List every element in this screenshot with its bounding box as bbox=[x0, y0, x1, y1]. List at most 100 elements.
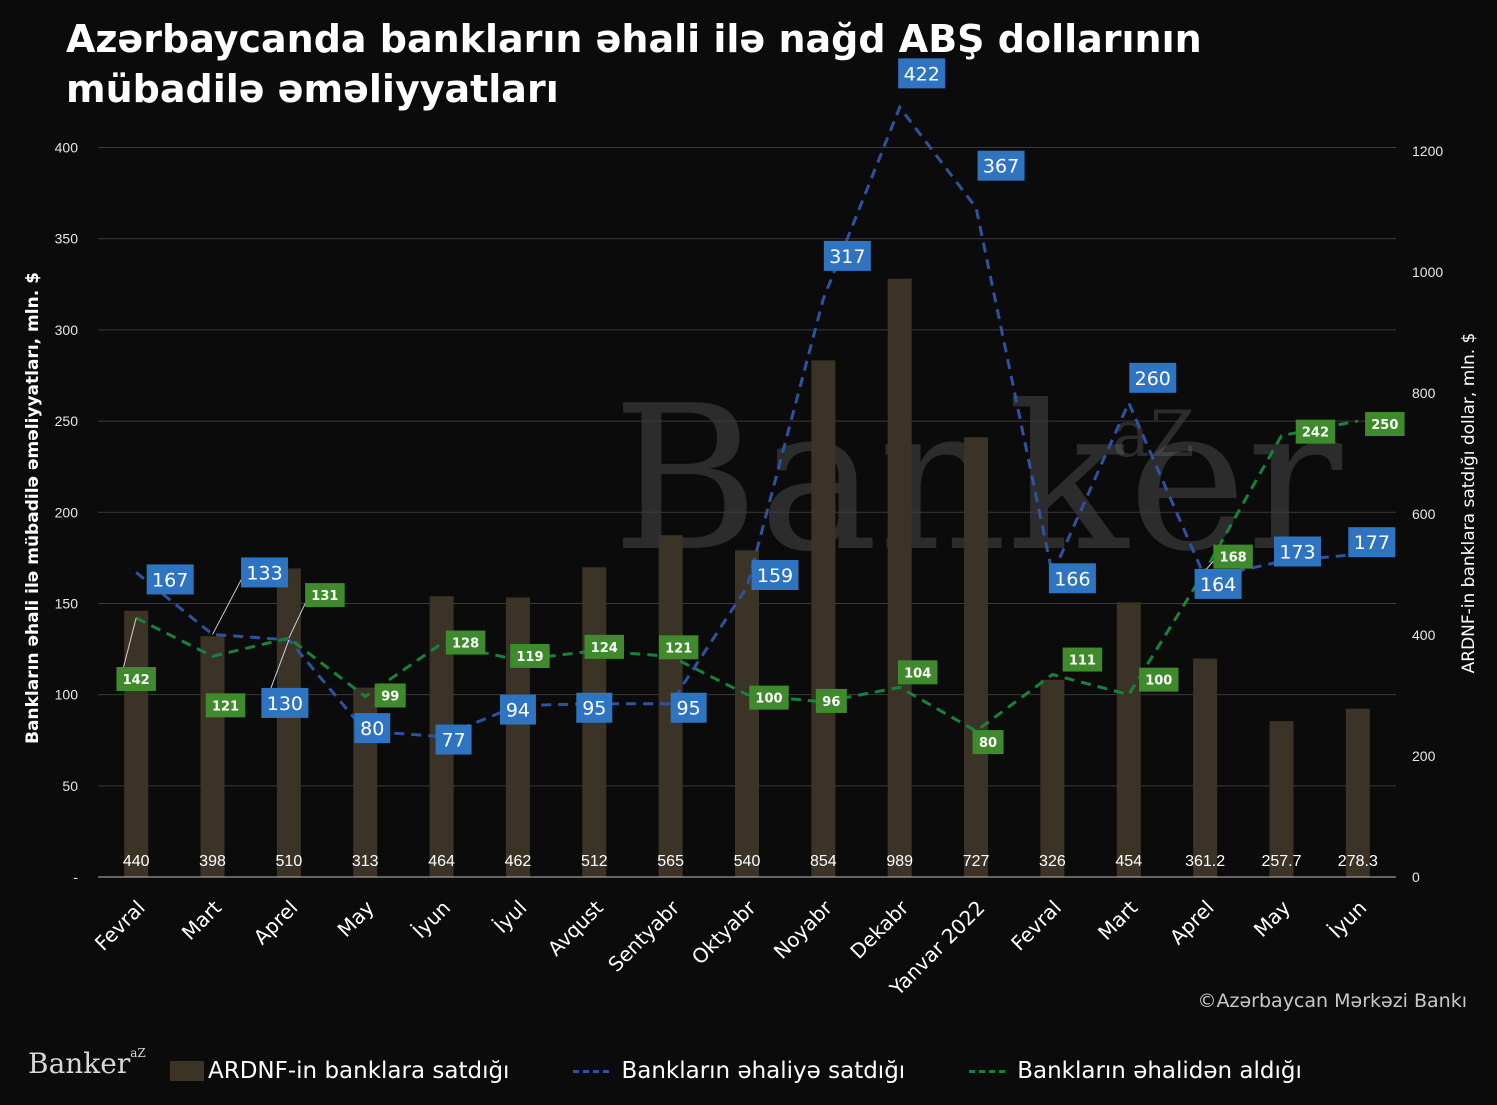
bar-label: 440 bbox=[123, 853, 150, 870]
legend-swatch-bar bbox=[170, 1061, 204, 1081]
bar-label: 854 bbox=[810, 853, 837, 870]
blue-data-label: 94 bbox=[506, 700, 530, 722]
blue-label-box bbox=[499, 694, 536, 725]
green-data-label: 242 bbox=[1302, 426, 1329, 441]
bar bbox=[1193, 658, 1218, 877]
y-right-tick: 400 bbox=[1412, 627, 1436, 643]
green-data-label: 80 bbox=[979, 736, 997, 751]
green-data-label: 121 bbox=[665, 641, 692, 656]
bar-label: 989 bbox=[886, 853, 913, 870]
blue-data-label: 260 bbox=[1135, 368, 1171, 390]
blue-data-label: 167 bbox=[152, 569, 188, 591]
y-left-tick: 350 bbox=[55, 231, 79, 247]
bar bbox=[1116, 602, 1141, 877]
bar-label: 326 bbox=[1039, 853, 1066, 870]
y-right-tick: 800 bbox=[1412, 385, 1436, 401]
green-data-label: 100 bbox=[755, 692, 782, 707]
x-category-label: Sentyabr bbox=[603, 895, 685, 977]
x-category-label: Mart bbox=[177, 895, 226, 944]
blue-label-box bbox=[670, 692, 707, 723]
bar-label: 361.2 bbox=[1185, 853, 1225, 870]
green-data-label: 99 bbox=[381, 689, 399, 704]
blue-label-box bbox=[576, 692, 613, 723]
bar bbox=[1345, 708, 1370, 877]
legend-label-green-line: Bankların əhalidən aldığı bbox=[1017, 1058, 1302, 1084]
green-label-box bbox=[205, 693, 246, 718]
blue-data-label: 159 bbox=[757, 565, 793, 587]
blue-label-box bbox=[898, 58, 946, 89]
blue-label-box bbox=[241, 557, 289, 588]
green-data-label: 121 bbox=[212, 699, 239, 714]
y-right-tick: 0 bbox=[1412, 869, 1420, 885]
y-right-tick: 600 bbox=[1412, 506, 1436, 522]
legend-swatch-blue-line bbox=[573, 1069, 610, 1073]
blue-label-box bbox=[1348, 527, 1396, 558]
bar bbox=[1040, 679, 1065, 877]
blue-label-box bbox=[146, 564, 194, 595]
blue-data-label: 422 bbox=[904, 63, 940, 85]
bar bbox=[811, 360, 836, 878]
bar-label: 510 bbox=[276, 853, 303, 870]
blue-label-box bbox=[751, 560, 799, 591]
y-right-axis-title: ARDNF-in banklara satdığı dollar, mln. $ bbox=[1459, 333, 1479, 674]
green-label-box bbox=[116, 667, 156, 692]
x-category-label: May bbox=[333, 895, 379, 941]
blue-data-label: 80 bbox=[360, 718, 384, 740]
legend-swatch-green-line bbox=[969, 1069, 1006, 1073]
green-label-box bbox=[749, 685, 789, 710]
blue-data-label: 164 bbox=[1200, 574, 1236, 596]
legend-label-blue-line: Bankların əhaliyə satdığı bbox=[621, 1058, 906, 1084]
x-category-label: Dekabr bbox=[845, 895, 914, 964]
bar bbox=[124, 610, 149, 877]
x-category-label: Mart bbox=[1093, 895, 1142, 944]
legend-label-bars: ARDNF-in banklara satdığı bbox=[208, 1058, 510, 1084]
bar-label: 398 bbox=[199, 853, 226, 870]
legend: ARDNF-in banklara satdığı Bankların əhal… bbox=[170, 1058, 1366, 1084]
y-left-tick: 100 bbox=[55, 687, 79, 703]
bar-label: 565 bbox=[657, 853, 684, 870]
blue-label-box bbox=[1048, 563, 1096, 594]
green-label-box bbox=[1062, 647, 1103, 672]
green-label-box bbox=[1213, 544, 1253, 569]
green-label-box bbox=[374, 683, 406, 708]
bar bbox=[1269, 721, 1294, 877]
bar bbox=[887, 278, 912, 877]
green-label-box bbox=[972, 730, 1004, 755]
banker-logo: BankeraZ bbox=[28, 1046, 146, 1080]
green-label-box bbox=[584, 634, 625, 659]
green-label-box bbox=[510, 643, 550, 668]
y-left-tick: - bbox=[73, 869, 78, 885]
logo-sup: aZ bbox=[130, 1046, 146, 1060]
x-category-label: İyul bbox=[489, 896, 531, 938]
x-category-label: Oktyabr bbox=[687, 895, 761, 969]
bar-label: 454 bbox=[1115, 853, 1142, 870]
line-series bbox=[135, 104, 1359, 739]
x-category-label: Noyabr bbox=[769, 895, 838, 964]
y-left-tick: 150 bbox=[55, 595, 79, 611]
green-label-box bbox=[815, 688, 847, 713]
blue-label-box bbox=[823, 240, 871, 271]
bar-label: 313 bbox=[352, 853, 379, 870]
green-label-box bbox=[897, 660, 938, 685]
logo-text: Banker bbox=[28, 1047, 131, 1080]
leader-line bbox=[212, 572, 246, 635]
bar-label: 540 bbox=[734, 853, 761, 870]
green-label-box bbox=[658, 635, 699, 660]
blue-label-box bbox=[1273, 536, 1321, 567]
bar-label: 257.7 bbox=[1261, 853, 1301, 870]
green-data-label: 142 bbox=[123, 673, 150, 688]
blue-label-box bbox=[435, 724, 472, 755]
green-label-box bbox=[1295, 419, 1336, 444]
data-labels: 440 398 510 313 464 462 512 565 540 854 989 727 326 4… bbox=[116, 58, 1405, 870]
y-left-tick: 250 bbox=[55, 413, 79, 429]
bar bbox=[505, 597, 530, 877]
blue-data-label: 95 bbox=[677, 698, 701, 720]
green-data-label: 96 bbox=[822, 695, 840, 710]
y-right-tick: 1200 bbox=[1412, 143, 1443, 159]
blue-data-label: 173 bbox=[1279, 541, 1315, 563]
blue-data-label: 166 bbox=[1054, 568, 1090, 590]
green-data-label: 100 bbox=[1145, 674, 1172, 689]
bar-series bbox=[124, 278, 1370, 878]
